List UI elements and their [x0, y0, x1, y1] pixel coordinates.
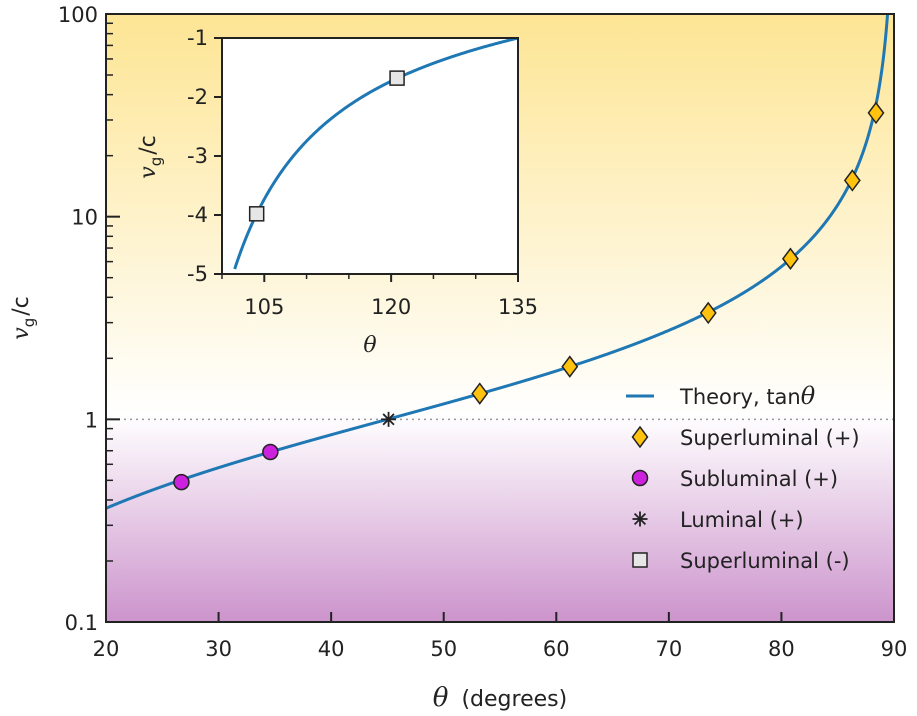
- svg-text:θ (degrees): θ (degrees): [433, 683, 567, 713]
- x-tick-label: 80: [768, 637, 795, 661]
- legend-label: Superluminal (-): [680, 549, 850, 573]
- inset-y-axis-title-sub: g: [147, 157, 165, 167]
- x-tick-label: 20: [93, 637, 120, 661]
- inset-plot: 105 120 135 -1 -2 -3 -4 -5 θ vg/c: [136, 26, 538, 358]
- legend-item: Theory, tanθ: [626, 382, 816, 410]
- legend-swatch: [631, 425, 649, 449]
- svg-text:vg/c: vg/c: [9, 296, 38, 339]
- data-point: [867, 101, 885, 125]
- inset-x-axis-title: θ: [363, 333, 376, 358]
- y-tick-label: 1: [85, 408, 98, 432]
- data-point: [561, 355, 579, 378]
- inset-y-axis-title-main: v: [136, 166, 161, 179]
- inset-y-tick-label: -1: [187, 26, 208, 50]
- inset-y-axis-title-tail: /c: [136, 135, 161, 155]
- main-axis-ticks: 20 30 40 50 60 70 80 90 0.1 1 10 100: [58, 3, 907, 661]
- legend-label: Theory, tanθ: [679, 382, 816, 410]
- inset-frame: [221, 37, 519, 275]
- legend-item: Superluminal (+): [631, 425, 860, 450]
- x-tick-label: 30: [205, 637, 232, 661]
- legend: Theory, tanθ Superluminal (+) Subluminal (…: [626, 382, 860, 573]
- x-axis-title-symbol: θ: [433, 683, 449, 713]
- x-axis-title: θ (degrees): [433, 683, 567, 713]
- legend-label: Subluminal (+): [680, 467, 838, 491]
- y-tick-label: 0.1: [65, 611, 98, 635]
- legend-swatch: [631, 469, 649, 487]
- inset-data-point: [389, 70, 405, 86]
- inset-x-tick-label: 120: [371, 295, 411, 319]
- legend-swatch: [632, 552, 648, 568]
- x-tick-label: 70: [655, 637, 682, 661]
- svg-text:vg/c: vg/c: [136, 135, 165, 178]
- x-tick-label: 40: [318, 637, 345, 661]
- x-tick-label: 90: [881, 637, 908, 661]
- data-point: [843, 169, 861, 192]
- legend-label: Superluminal (+): [680, 426, 860, 450]
- inset-markers: [248, 70, 405, 222]
- legend-item: Subluminal (+): [631, 467, 838, 491]
- x-axis-title-unit: (degrees): [461, 687, 567, 712]
- inset-background: [222, 38, 518, 274]
- inset-x-tick-label: 105: [244, 295, 284, 319]
- inset-y-tick-label: -2: [187, 85, 208, 109]
- data-point: [173, 473, 190, 491]
- data-point: [781, 247, 799, 270]
- inset-y-tick-label: -3: [187, 144, 208, 168]
- y-axis-title-sub: g: [20, 318, 38, 328]
- inset-data-point: [248, 206, 265, 222]
- y-axis-title-main: v: [9, 327, 34, 340]
- inset-y-tick-label: -4: [187, 203, 208, 227]
- inset-y-axis-title: vg/c: [136, 135, 165, 178]
- legend-label-symbol: θ: [801, 382, 816, 410]
- data-point: [262, 443, 279, 461]
- inset-theory-curve: [233, 38, 518, 270]
- legend-swatch: [632, 511, 648, 527]
- legend-item: Luminal (+): [632, 508, 804, 532]
- theory-curve: [106, 14, 890, 510]
- data-point: [381, 411, 397, 427]
- y-minor-ticks: [106, 22, 113, 562]
- main-markers: [173, 101, 885, 491]
- inset-x-tick-label: 135: [498, 295, 538, 319]
- data-point: [699, 301, 717, 325]
- y-axis-title-tail: /c: [9, 296, 34, 316]
- x-tick-label: 60: [543, 637, 570, 661]
- plot-frame: [105, 13, 895, 623]
- legend-label: Luminal (+): [680, 508, 804, 532]
- legend-item: Superluminal (-): [632, 549, 850, 573]
- inset-y-tick-label: -5: [187, 262, 208, 286]
- y-tick-label: 100: [58, 3, 98, 27]
- y-tick-label: 10: [71, 206, 98, 230]
- y-axis-title: vg/c: [9, 296, 38, 339]
- x-tick-label: 50: [430, 637, 457, 661]
- data-point: [471, 382, 489, 405]
